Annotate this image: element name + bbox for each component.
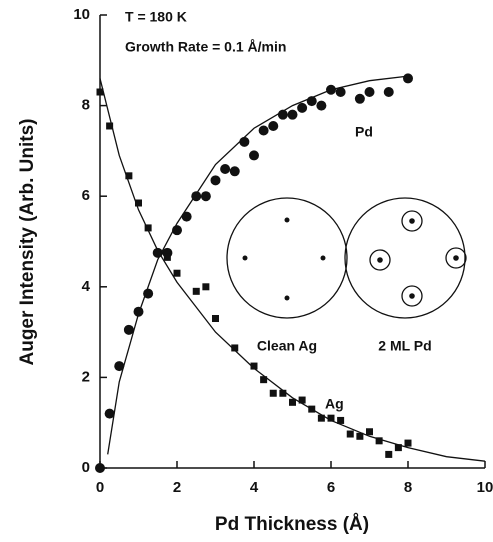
point xyxy=(289,398,296,406)
point xyxy=(229,166,240,177)
inset-label: 2 ML Pd xyxy=(378,338,431,354)
point xyxy=(220,164,231,175)
series-label: Ag xyxy=(325,396,344,412)
point xyxy=(210,175,221,186)
point xyxy=(144,224,152,232)
point xyxy=(394,444,402,452)
point xyxy=(192,287,200,295)
point xyxy=(231,344,239,352)
leed-clean-spots xyxy=(242,217,326,301)
point xyxy=(403,73,413,84)
point xyxy=(163,253,171,261)
point xyxy=(366,428,373,436)
point xyxy=(239,136,250,147)
point xyxy=(277,109,288,120)
point xyxy=(356,432,364,440)
y-tick-label: 0 xyxy=(82,459,90,476)
x-tick-label: 10 xyxy=(477,479,493,496)
point xyxy=(154,249,162,257)
point xyxy=(96,88,104,96)
point xyxy=(123,324,134,335)
point xyxy=(200,191,211,202)
x-axis-label: Pd Thickness (Å) xyxy=(215,514,369,535)
point xyxy=(354,93,365,104)
point xyxy=(260,376,268,384)
point xyxy=(337,416,345,424)
leed-clean xyxy=(226,197,348,319)
point xyxy=(173,269,181,277)
y-tick-label: 8 xyxy=(82,97,90,114)
leed-pd-spots xyxy=(377,218,459,299)
y-tick-label: 2 xyxy=(82,368,90,385)
point xyxy=(298,396,306,404)
point xyxy=(287,109,298,120)
y-axis-label: Auger Intensity (Arb. Units) xyxy=(17,118,38,365)
point xyxy=(308,405,316,413)
leed-pd xyxy=(344,197,467,319)
point xyxy=(191,191,202,202)
y-tick-label: 10 xyxy=(73,6,90,23)
point xyxy=(95,463,105,473)
point xyxy=(268,120,279,131)
point xyxy=(385,450,393,458)
inset-label: Clean Ag xyxy=(257,338,317,354)
point xyxy=(143,288,154,299)
point xyxy=(181,211,192,222)
point xyxy=(212,315,219,323)
x-tick-label: 4 xyxy=(250,479,259,496)
point xyxy=(317,414,325,422)
point xyxy=(269,389,277,397)
point xyxy=(249,150,259,161)
point xyxy=(306,96,317,107)
x-tick-label: 2 xyxy=(173,479,181,496)
x-tick-label: 6 xyxy=(327,479,335,496)
point xyxy=(404,439,412,447)
point xyxy=(172,225,182,236)
point xyxy=(114,361,125,372)
x-tick-label: 8 xyxy=(404,479,412,496)
point xyxy=(335,87,346,98)
y-tick-label: 6 xyxy=(82,187,90,204)
point xyxy=(327,414,335,422)
point xyxy=(202,283,210,291)
annotation: Growth Rate = 0.1 Å/min xyxy=(125,39,286,55)
point xyxy=(135,199,142,207)
point xyxy=(104,408,115,419)
point xyxy=(316,100,327,111)
point xyxy=(383,87,394,98)
series-label: Pd xyxy=(355,124,373,140)
point xyxy=(364,87,375,98)
point xyxy=(133,306,144,317)
x-tick-label: 0 xyxy=(96,479,104,496)
point xyxy=(125,172,133,180)
point xyxy=(250,362,258,370)
fit-line xyxy=(107,75,409,455)
point xyxy=(297,102,308,113)
annotation: T = 180 K xyxy=(125,9,187,25)
point xyxy=(258,125,269,136)
point xyxy=(346,430,354,438)
y-tick-label: 4 xyxy=(82,278,91,295)
point xyxy=(375,437,383,445)
point xyxy=(279,389,287,397)
point xyxy=(106,122,114,130)
point xyxy=(326,84,336,95)
